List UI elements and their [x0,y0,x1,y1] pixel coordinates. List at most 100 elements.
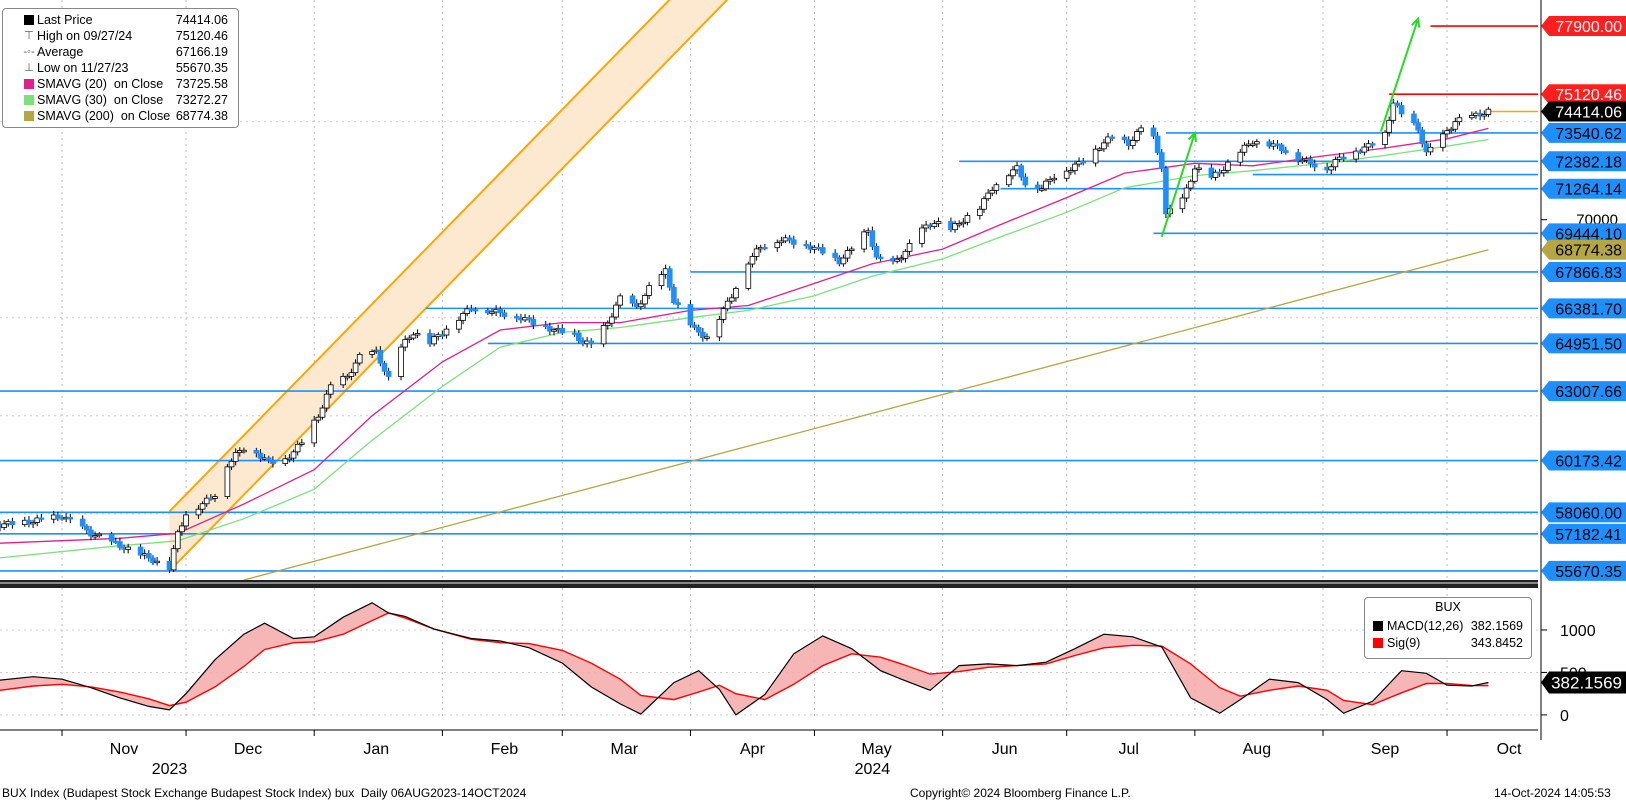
candle-body [724,300,731,310]
candle-body [96,533,103,537]
month-label: Sep [1371,741,1400,758]
candle-body [1096,148,1103,151]
price-label-tag [1541,502,1626,523]
candle-body [84,525,90,531]
legend-high: ⊤ High on 09/27/24 75120.46 [3,28,238,44]
signal-line [0,612,1489,707]
candle-body [1005,175,1012,186]
candle-body [501,312,508,317]
month-label: Jun [992,741,1018,758]
candle-body [67,516,74,520]
candle-body [1039,188,1045,191]
candle-body [381,362,388,372]
macd-tick-label: 0 [1560,708,1569,725]
candle-body [146,553,152,559]
price-label-tag [1541,84,1626,105]
candle-body [1192,168,1198,182]
candle-body [687,304,694,326]
horizontal-levels [0,25,1538,572]
sma200-swatch [24,111,34,121]
candle-body [576,332,582,342]
candle-body [1018,165,1024,178]
legend-value: 68774.38 [175,109,228,123]
candle-body [398,346,404,377]
grid-layer [0,0,1538,720]
candle-body [935,221,942,225]
candle-body [898,257,905,261]
price-label-tag [1541,261,1626,282]
candle-body [753,248,760,257]
candle-body [55,514,61,519]
candle-body [956,223,962,226]
price-label-tag [1541,151,1626,172]
trend-arrow-shaft [1379,18,1420,132]
candle-body [154,560,160,564]
candle-body [1047,178,1053,182]
candle-body [1340,156,1347,160]
candle-body [9,520,16,526]
candle-body [1411,113,1417,124]
candle-body [1353,150,1359,160]
candle-body [232,452,239,462]
macd-value: 382.1569 [1470,619,1523,633]
month-label: Oct [1497,741,1522,758]
candle-body [1386,119,1392,133]
candle-body [613,304,619,318]
legend-value: 74414.06 [175,13,228,27]
candle-body [1237,151,1244,163]
footer-security-description: BUX Index (Budapest Stock Exchange Budap… [2,786,527,800]
candle-body [464,308,470,314]
candle-body [203,497,210,505]
candle-body [1121,136,1128,141]
candle-body [547,326,553,332]
price-label-tag [1541,101,1626,122]
macd-last-text: 382.1569 [1551,673,1622,692]
candle-body [931,223,938,228]
candle-body [1101,142,1107,150]
legend-sma20: SMAVG (20) on Close 73725.58 [3,76,238,92]
candle-body [1249,143,1256,146]
candle-body [1225,161,1231,171]
candle-body [960,221,967,225]
channel-lower-line [168,0,729,572]
candle-body [1311,163,1318,168]
legend-label: High on 09/27/24 [37,29,133,43]
month-label: Dec [234,741,262,758]
candle-body [658,274,665,287]
legend-label: Last Price [37,13,93,27]
legend-value: 73272.27 [175,93,228,107]
candle-body [993,184,1000,191]
last-price-swatch [24,15,34,25]
candle-body [1179,197,1186,210]
candle-body [749,256,756,265]
candle-body [414,333,421,336]
candle-body [600,325,607,345]
candle-body [319,407,326,418]
candle-body [282,458,289,464]
candle-body [30,522,36,525]
candle-body [902,250,909,259]
candle-body [745,263,752,289]
candle-body [1415,122,1421,131]
candle-body [1134,131,1140,141]
candle-body [377,349,384,364]
legend-sma200: SMAVG (200) on Close 68774.38 [3,108,238,124]
candle-body [848,248,855,251]
legend-value: 55670.35 [175,61,228,75]
candle-body [977,208,983,216]
candle-body [1369,143,1376,146]
month-label: Mar [611,741,639,758]
candle-body [489,311,495,314]
macd-swatch [1373,621,1383,631]
sma20-swatch [24,79,34,89]
candle-body [919,227,925,244]
candle-body [1419,129,1426,144]
sma20-line [0,127,1489,544]
candle-body [609,316,615,324]
candle-body [352,362,359,374]
candle-body [617,295,623,306]
macd-label: MACD(12,26) [1387,619,1464,633]
candle-body [1469,115,1475,119]
candle-body [497,308,504,314]
date-axis: Nov Dec Jan Feb Mar Apr May Jun Jul Aug Sep Oct 2023… [0,729,1538,778]
